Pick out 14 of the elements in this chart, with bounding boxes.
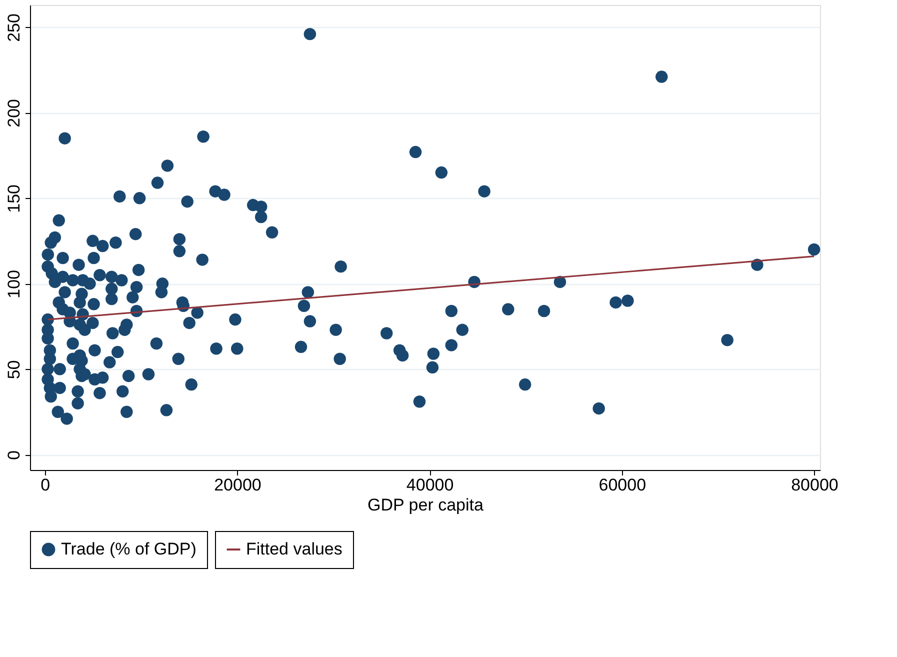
x-tick-label: 80000 bbox=[791, 476, 838, 494]
x-tick-label: 20000 bbox=[214, 476, 262, 494]
y-tick-label: 250 bbox=[4, 14, 24, 42]
legend-label: Fitted values bbox=[246, 540, 342, 558]
x-tick-label: 40000 bbox=[406, 476, 454, 494]
x-axis-title: GDP per capita bbox=[368, 496, 484, 514]
y-tick-label: 50 bbox=[4, 360, 24, 380]
y-tick-label: 150 bbox=[4, 184, 24, 213]
x-tick-label: 0 bbox=[40, 476, 50, 494]
y-tick-label: 100 bbox=[4, 270, 24, 298]
legend-label: Trade (% of GDP) bbox=[61, 540, 196, 558]
y-tick-label: 0 bbox=[4, 450, 24, 460]
y-tick-label: 200 bbox=[4, 99, 24, 128]
x-tick-label: 60000 bbox=[598, 476, 646, 494]
